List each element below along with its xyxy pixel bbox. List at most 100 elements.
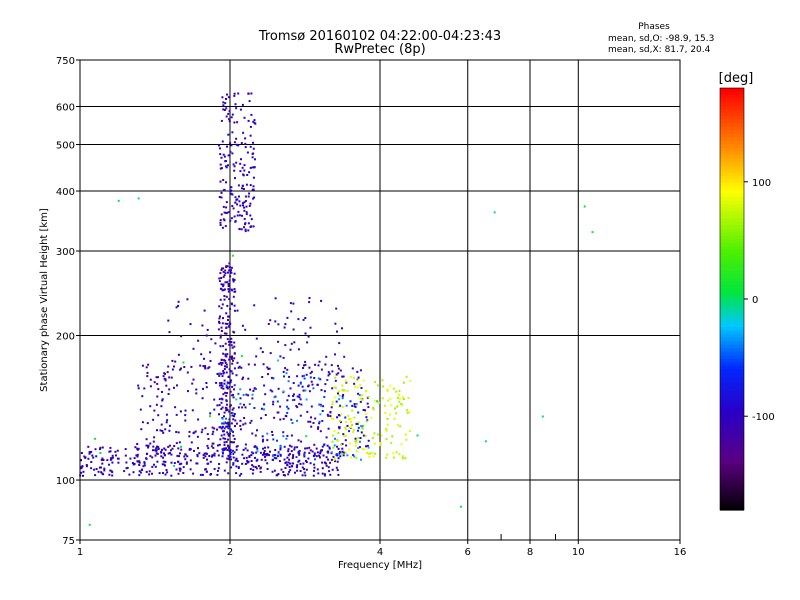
data-point [356, 422, 359, 425]
data-point [225, 363, 228, 366]
data-point [298, 393, 301, 396]
data-point [221, 226, 224, 229]
data-points [79, 92, 594, 526]
colorbar-segment [720, 102, 744, 107]
data-point [336, 445, 339, 448]
data-point [180, 462, 183, 465]
data-point [230, 466, 233, 469]
data-point [173, 386, 175, 389]
colorbar-segment [720, 411, 744, 416]
data-point [321, 445, 324, 448]
data-point [378, 401, 381, 404]
data-point [123, 470, 126, 473]
data-point [336, 439, 339, 442]
data-point [232, 207, 235, 210]
colorbar-segment [720, 492, 744, 497]
data-point [355, 442, 357, 445]
data-point [244, 463, 247, 465]
data-point [277, 340, 280, 343]
data-point [225, 115, 228, 118]
data-point [313, 443, 316, 446]
data-point [227, 434, 230, 437]
data-point [167, 365, 170, 368]
data-point [257, 465, 260, 467]
data-point [318, 360, 321, 363]
colorbar-segment [720, 309, 744, 314]
data-point [146, 422, 149, 425]
data-point [320, 299, 323, 302]
data-point [211, 454, 214, 457]
data-point [297, 384, 300, 387]
data-point [165, 469, 168, 471]
data-point [282, 390, 285, 393]
data-point [235, 143, 238, 146]
data-point [154, 449, 157, 452]
data-point [175, 468, 178, 471]
data-point [206, 328, 209, 331]
data-point [139, 471, 142, 474]
data-point [249, 125, 252, 128]
data-point [351, 409, 354, 412]
data-point [349, 426, 352, 429]
data-point [353, 455, 356, 458]
data-point [223, 469, 226, 472]
data-point [179, 469, 182, 472]
data-point [247, 222, 250, 225]
data-point [276, 455, 279, 458]
data-point [225, 386, 228, 389]
data-point [355, 403, 358, 405]
data-point [319, 452, 322, 455]
data-point [109, 458, 112, 461]
x-tick-label: 16 [674, 547, 687, 558]
data-point [220, 397, 223, 400]
colorbar-segment [720, 221, 744, 226]
data-point [225, 266, 228, 268]
data-point [109, 469, 112, 472]
data-point [110, 470, 113, 473]
data-point [292, 302, 295, 305]
data-point [223, 109, 226, 111]
data-point [221, 375, 224, 378]
data-point [228, 118, 230, 121]
data-point [233, 304, 236, 307]
data-point [81, 465, 84, 468]
data-point [138, 470, 141, 473]
data-point [233, 272, 236, 275]
data-point [155, 447, 158, 450]
data-point [100, 458, 103, 461]
data-point [299, 382, 302, 385]
data-point [152, 418, 155, 421]
data-point [232, 330, 235, 333]
data-point [341, 395, 344, 398]
colorbar-segment [720, 369, 744, 374]
data-point [226, 338, 229, 341]
data-point [87, 445, 90, 448]
data-point [187, 390, 189, 393]
data-point [219, 382, 221, 385]
data-point [224, 348, 227, 351]
data-point [351, 367, 354, 370]
data-point [287, 450, 290, 453]
data-point [223, 433, 226, 436]
x-tick-label: 1 [77, 547, 83, 558]
data-point [263, 450, 266, 452]
data-point [287, 454, 290, 457]
data-point [227, 438, 229, 441]
data-point [241, 378, 244, 381]
data-point [209, 460, 212, 463]
data-point [136, 443, 139, 445]
data-point [220, 287, 223, 290]
colorbar-segment [720, 443, 744, 448]
data-point [254, 456, 256, 459]
data-point [238, 365, 241, 368]
data-point [143, 461, 146, 464]
data-point [324, 461, 327, 464]
data-point [295, 405, 298, 407]
data-point [108, 450, 111, 453]
data-point [243, 226, 245, 229]
data-point [221, 417, 224, 420]
data-point [345, 381, 348, 384]
data-point [244, 146, 247, 149]
data-point [297, 363, 300, 366]
data-point [186, 371, 189, 374]
